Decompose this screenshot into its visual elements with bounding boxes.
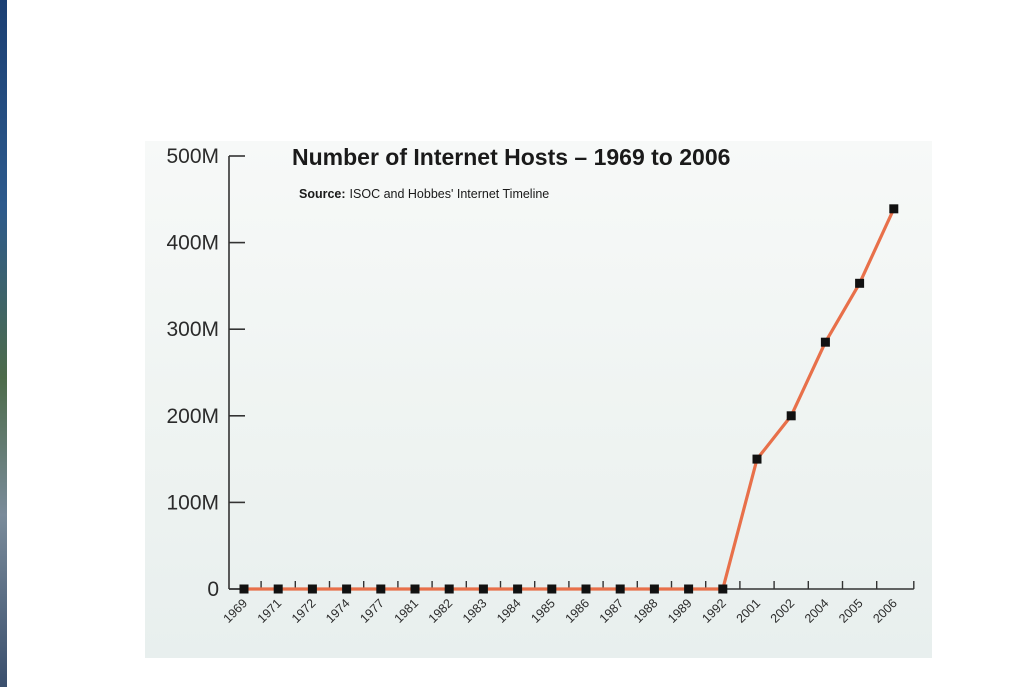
- data-point-marker: [581, 584, 591, 594]
- x-tick-label: 1981: [392, 596, 422, 626]
- x-tick-label: 2005: [836, 596, 866, 626]
- data-point-marker: [410, 584, 420, 594]
- x-tick-label: 2001: [734, 596, 764, 626]
- chart-title: Number of Internet Hosts – 1969 to 2006: [292, 144, 730, 170]
- x-tick-label: 1977: [357, 596, 387, 626]
- axes: 0 100M 200M 300M 400M 500M 1969 1971 1972 1974 197…: [166, 145, 915, 626]
- data-point-marker: [615, 584, 625, 594]
- background-photo-strip: [0, 0, 7, 687]
- series-line: [244, 208, 896, 591]
- source-label: Source:: [299, 187, 346, 201]
- x-tick-label: 1988: [631, 596, 661, 626]
- x-tick-label: 1989: [665, 596, 695, 626]
- data-point-marker: [307, 584, 317, 594]
- x-tick-label: 1987: [597, 596, 627, 626]
- x-tick-label: 1969: [221, 596, 251, 626]
- y-tick-label: 500M: [166, 145, 219, 168]
- y-tick-label: 100M: [166, 491, 219, 514]
- y-tick-label: 400M: [166, 232, 219, 255]
- x-tick-label: 2002: [768, 596, 798, 626]
- data-point-marker: [444, 584, 454, 594]
- x-tick-label: 1982: [426, 596, 456, 626]
- x-tick-label: 1983: [460, 596, 490, 626]
- plot-background: [145, 141, 932, 658]
- series-hosts: [239, 204, 899, 594]
- y-tick-label: 200M: [166, 405, 219, 428]
- data-point-marker: [855, 278, 865, 288]
- x-tick-label: 1972: [289, 596, 319, 626]
- y-tick-label: 0: [207, 578, 219, 601]
- data-point-marker: [752, 454, 762, 464]
- data-point-marker: [718, 584, 728, 594]
- data-point-marker: [547, 584, 557, 594]
- data-point-marker: [649, 584, 659, 594]
- x-tick-label: 1974: [323, 596, 353, 626]
- data-point-marker: [820, 337, 830, 347]
- data-point-marker: [684, 584, 694, 594]
- x-tick-label: 1984: [494, 596, 524, 626]
- data-point-marker: [239, 584, 249, 594]
- x-tick-label: 2004: [802, 596, 832, 626]
- data-point-marker: [273, 584, 283, 594]
- data-point-marker: [478, 584, 488, 594]
- data-point-marker: [786, 411, 796, 421]
- x-tick-label: 1971: [255, 596, 285, 626]
- chart-source: Source: ISOC and Hobbes' Internet Timelin…: [299, 187, 549, 201]
- data-point-marker: [376, 584, 386, 594]
- x-tick-label: 1985: [528, 596, 558, 626]
- source-text: ISOC and Hobbes' Internet Timeline: [350, 187, 550, 201]
- x-tick-label: 1992: [699, 596, 729, 626]
- data-point-marker: [889, 204, 899, 214]
- data-point-marker: [342, 584, 352, 594]
- x-tick-label: 1986: [563, 596, 593, 626]
- y-tick-label: 300M: [166, 318, 219, 341]
- x-tick-label: 2006: [870, 596, 900, 626]
- data-point-marker: [513, 584, 523, 594]
